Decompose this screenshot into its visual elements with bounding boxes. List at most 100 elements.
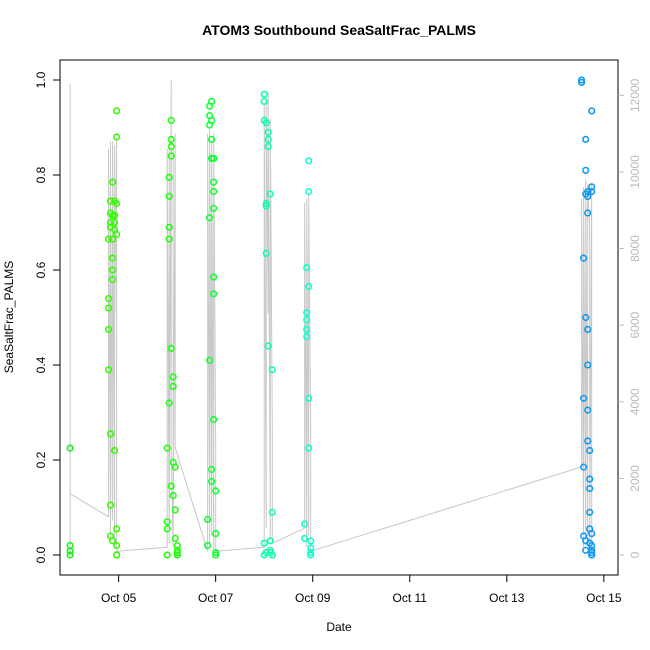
data-point: [303, 316, 311, 324]
x-tick-label: Oct 05: [101, 591, 137, 605]
y-tick-label: 0.2: [34, 451, 48, 468]
x-tick-label: Oct 11: [393, 591, 428, 605]
data-point: [163, 525, 171, 533]
data-point: [264, 135, 272, 143]
data-point: [264, 128, 272, 136]
data-point: [266, 190, 274, 198]
data-point: [66, 547, 74, 555]
data-point: [212, 487, 220, 495]
data-point: [260, 90, 268, 98]
data-point: [112, 551, 121, 559]
data-point: [104, 304, 113, 312]
data-point: [208, 97, 216, 105]
data-point: [106, 430, 115, 438]
data-point: [586, 475, 594, 483]
data-point: [210, 290, 218, 298]
data-point: [584, 209, 592, 217]
data-point: [212, 551, 220, 559]
y-axis-label: SeaSaltFrac_PALMS: [2, 261, 16, 374]
data-point: [262, 119, 270, 127]
data-point: [110, 446, 119, 455]
data-point: [165, 223, 173, 231]
data-point: [208, 477, 216, 486]
data-point: [173, 548, 181, 557]
data-point: [303, 264, 311, 272]
data-point: [307, 537, 315, 545]
data-point: [171, 463, 179, 471]
data-point: [163, 518, 171, 526]
data-point: [210, 188, 218, 196]
data-point: [169, 382, 177, 391]
data-point: [112, 133, 121, 141]
x-axis: Oct 05 Oct 07 Oct 09 Oct 11 Oct 13 Oct 15: [101, 575, 622, 605]
data-point: [264, 342, 272, 350]
y2-tick-label: 0: [628, 551, 642, 558]
data-point: [586, 484, 594, 493]
data-point: [210, 416, 218, 424]
data-point: [588, 107, 596, 115]
y-tick-label: 0.0: [34, 546, 48, 563]
data-point: [307, 548, 315, 557]
data-point: [167, 142, 175, 151]
data-point: [588, 529, 596, 538]
data-point: [173, 551, 181, 559]
data-point: [173, 546, 181, 554]
chart-title: ATOM3 Southbound SeaSaltFrac_PALMS: [202, 22, 476, 38]
data-point: [260, 97, 268, 105]
data-point: [112, 107, 121, 115]
data-point: [165, 235, 173, 243]
data-point: [204, 541, 212, 550]
data-point: [167, 135, 175, 143]
y2-tick-label: 10000: [628, 155, 642, 189]
data-point: [112, 525, 121, 533]
data-point: [169, 492, 177, 500]
data-point: [112, 199, 121, 208]
data-point: [305, 444, 313, 452]
y-axis-left: 0.0 0.2 0.4 0.6 0.8 1.0: [34, 71, 60, 563]
data-point: [208, 135, 216, 143]
plot-frame: [59, 59, 619, 576]
data-point: [206, 356, 214, 364]
data-point: [301, 534, 309, 543]
data-point: [165, 173, 173, 181]
data-point: [106, 501, 115, 509]
data-point: [305, 394, 313, 402]
data-point: [588, 551, 596, 559]
data-point: [204, 515, 212, 524]
data-point: [210, 204, 218, 212]
data-point: [579, 254, 588, 262]
data-point: [108, 254, 117, 262]
data-point: [210, 178, 218, 186]
data-point: [586, 508, 594, 516]
data-point: [212, 548, 220, 557]
data-point: [305, 188, 313, 196]
y2-tick-label: 2000: [628, 465, 642, 492]
data-point: [588, 546, 596, 554]
data-point: [165, 399, 173, 407]
data-point: [167, 116, 175, 124]
data-point: [262, 249, 270, 257]
data-point: [210, 273, 218, 281]
data-point: [584, 361, 592, 369]
data-point: [108, 235, 117, 243]
y-tick-label: 0.8: [34, 166, 48, 183]
data-point: [106, 197, 115, 205]
data-point: [268, 366, 276, 374]
y2-tick-label: 4000: [628, 388, 642, 415]
data-point: [307, 551, 315, 559]
data-point: [584, 192, 592, 200]
data-point: [303, 309, 311, 317]
data-point: [108, 275, 117, 284]
data-point: [104, 366, 113, 374]
data-point: [268, 508, 276, 516]
data-point: [584, 188, 592, 196]
data-point: [588, 183, 596, 191]
data-point: [108, 537, 117, 545]
data-point: [208, 116, 216, 124]
data-point: [307, 544, 315, 552]
data-point: [163, 444, 171, 452]
x-tick-label: Oct 15: [586, 591, 622, 605]
data-point: [582, 166, 590, 174]
